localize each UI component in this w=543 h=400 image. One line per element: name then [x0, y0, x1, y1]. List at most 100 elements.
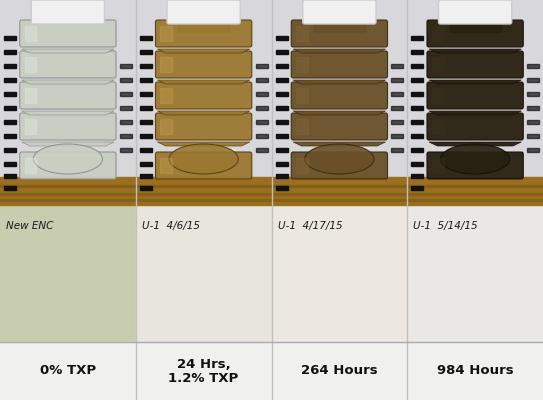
- Bar: [296, 26, 308, 41]
- Bar: [314, 17, 365, 32]
- Bar: [275, 92, 287, 96]
- Bar: [136, 199, 272, 201]
- Bar: [275, 78, 287, 82]
- Bar: [272, 205, 407, 342]
- FancyBboxPatch shape: [291, 51, 388, 78]
- Bar: [4, 162, 16, 166]
- Bar: [140, 134, 151, 138]
- Bar: [4, 134, 16, 138]
- Bar: [140, 78, 151, 82]
- Bar: [275, 36, 287, 40]
- Bar: [411, 120, 423, 124]
- Bar: [407, 193, 543, 195]
- Bar: [140, 36, 151, 40]
- Bar: [272, 193, 407, 195]
- Bar: [0, 177, 136, 205]
- Bar: [256, 134, 268, 138]
- FancyBboxPatch shape: [167, 0, 240, 24]
- Bar: [272, 0, 407, 205]
- Bar: [25, 57, 36, 72]
- Bar: [407, 205, 543, 342]
- FancyBboxPatch shape: [291, 20, 388, 47]
- Bar: [256, 106, 268, 110]
- Bar: [411, 186, 423, 190]
- Bar: [136, 0, 272, 205]
- Bar: [411, 106, 423, 110]
- Text: 1.2% TXP: 1.2% TXP: [168, 372, 239, 384]
- Bar: [161, 119, 172, 134]
- Ellipse shape: [169, 144, 238, 174]
- Ellipse shape: [440, 144, 510, 174]
- Polygon shape: [293, 80, 386, 84]
- Bar: [527, 64, 539, 68]
- Bar: [0, 199, 136, 201]
- Bar: [527, 134, 539, 138]
- Bar: [161, 158, 172, 173]
- Bar: [411, 162, 423, 166]
- Bar: [136, 185, 272, 187]
- Bar: [407, 342, 543, 400]
- Polygon shape: [429, 49, 521, 53]
- Bar: [136, 193, 272, 195]
- Bar: [527, 92, 539, 96]
- Bar: [411, 64, 423, 68]
- Bar: [136, 205, 272, 342]
- FancyBboxPatch shape: [31, 0, 104, 24]
- Bar: [140, 106, 151, 110]
- Text: U-1  4/6/15: U-1 4/6/15: [142, 221, 200, 231]
- Polygon shape: [22, 80, 114, 84]
- Bar: [140, 174, 151, 178]
- FancyBboxPatch shape: [20, 82, 116, 109]
- Bar: [275, 50, 287, 54]
- Text: New ENC: New ENC: [6, 221, 53, 231]
- Bar: [140, 162, 151, 166]
- FancyBboxPatch shape: [291, 113, 388, 140]
- Bar: [0, 0, 136, 205]
- Bar: [140, 120, 151, 124]
- Bar: [120, 134, 132, 138]
- Bar: [0, 185, 136, 187]
- Bar: [527, 148, 539, 152]
- Bar: [256, 148, 268, 152]
- Bar: [120, 120, 132, 124]
- Bar: [140, 50, 151, 54]
- Text: U-1  4/17/15: U-1 4/17/15: [277, 221, 342, 231]
- Bar: [120, 78, 132, 82]
- Ellipse shape: [305, 144, 374, 174]
- Bar: [4, 36, 16, 40]
- Text: 984 Hours: 984 Hours: [437, 364, 514, 378]
- Bar: [411, 134, 423, 138]
- Bar: [392, 64, 403, 68]
- Bar: [527, 106, 539, 110]
- FancyBboxPatch shape: [427, 152, 523, 179]
- Text: 264 Hours: 264 Hours: [301, 364, 378, 378]
- Bar: [432, 158, 444, 173]
- Bar: [275, 162, 287, 166]
- Bar: [411, 50, 423, 54]
- FancyBboxPatch shape: [20, 51, 116, 78]
- Bar: [4, 186, 16, 190]
- Polygon shape: [157, 111, 250, 115]
- Bar: [272, 199, 407, 201]
- Bar: [256, 120, 268, 124]
- Bar: [392, 106, 403, 110]
- Bar: [25, 88, 36, 103]
- Bar: [256, 78, 268, 82]
- Bar: [432, 26, 444, 41]
- Bar: [120, 106, 132, 110]
- Bar: [4, 148, 16, 152]
- FancyBboxPatch shape: [291, 152, 388, 179]
- Bar: [161, 88, 172, 103]
- FancyBboxPatch shape: [427, 82, 523, 109]
- Bar: [4, 106, 16, 110]
- Bar: [4, 50, 16, 54]
- Bar: [275, 106, 287, 110]
- Bar: [272, 177, 407, 205]
- Bar: [407, 0, 543, 205]
- Bar: [272, 185, 407, 187]
- Polygon shape: [293, 142, 386, 146]
- Text: U-1  5/14/15: U-1 5/14/15: [413, 221, 478, 231]
- Bar: [411, 174, 423, 178]
- Bar: [120, 148, 132, 152]
- Polygon shape: [22, 142, 114, 146]
